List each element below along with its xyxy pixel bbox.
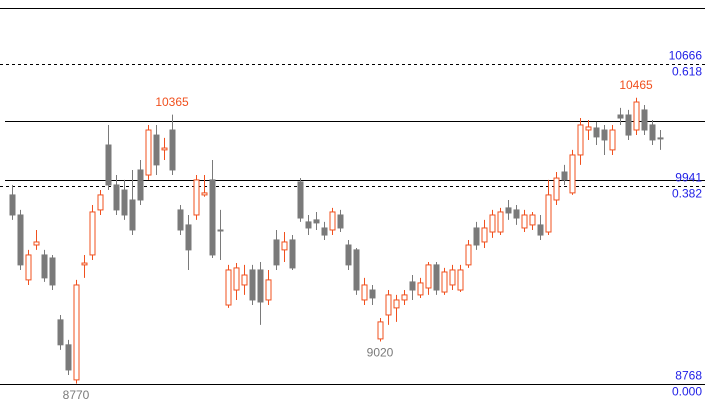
- candle-body: [313, 219, 320, 224]
- candle-body: [489, 214, 496, 233]
- candle-body: [569, 154, 576, 194]
- candle-body: [529, 214, 536, 226]
- candle-body: [441, 271, 448, 293]
- candle-body: [65, 344, 72, 371]
- candle-body: [9, 194, 16, 216]
- candle-body: [265, 279, 272, 301]
- candle-body: [241, 274, 248, 286]
- candle-body: [201, 192, 208, 196]
- candle-body: [417, 282, 424, 296]
- candle-body: [505, 207, 512, 214]
- candle-body: [41, 254, 48, 279]
- candle-body: [33, 241, 40, 246]
- candle-body: [537, 224, 544, 236]
- candle-body: [377, 321, 384, 340]
- fib-price: 8768: [675, 369, 702, 383]
- candle-body: [129, 199, 136, 231]
- candle-body: [297, 181, 304, 219]
- candle-body: [337, 214, 344, 229]
- candle-body: [225, 269, 232, 306]
- candle-body: [649, 124, 656, 141]
- candle-body: [593, 127, 600, 138]
- candle-body: [289, 239, 296, 269]
- candle-body: [641, 109, 648, 131]
- candle-body: [49, 257, 56, 286]
- candle-body: [257, 269, 264, 303]
- fib-price: 9941: [675, 171, 702, 185]
- candle-body: [633, 101, 640, 131]
- candle-body: [105, 144, 112, 186]
- candle-body: [81, 262, 88, 266]
- candle-body: [233, 267, 240, 291]
- candle-body: [497, 211, 504, 233]
- fib-price: 10666: [669, 49, 703, 63]
- candle-body: [609, 129, 616, 151]
- candle-body: [97, 194, 104, 211]
- candle-body: [281, 241, 288, 251]
- candle-body: [409, 281, 416, 291]
- candle-body: [601, 129, 608, 141]
- candle-body: [553, 177, 560, 201]
- candle-body: [625, 114, 632, 136]
- price-annotation: 10365: [155, 95, 189, 109]
- candle-body: [657, 137, 664, 140]
- candle-body: [585, 126, 592, 131]
- price-annotation: 8770: [63, 388, 90, 402]
- candle-body: [345, 244, 352, 266]
- candle-body: [401, 294, 408, 301]
- candle-body: [193, 179, 200, 216]
- candle-body: [153, 134, 160, 166]
- candle-body: [545, 194, 552, 233]
- candle-body: [273, 239, 280, 266]
- candle-body: [161, 147, 168, 151]
- candle-body: [89, 211, 96, 256]
- candle-body: [17, 214, 24, 266]
- candle-body: [121, 189, 128, 216]
- candle-body: [73, 284, 80, 381]
- candle-body: [217, 229, 224, 232]
- candle-body: [321, 227, 328, 236]
- fib-ratio: 0.000: [672, 385, 702, 399]
- candle-body: [457, 269, 464, 291]
- fib-ratio: 0.618: [672, 65, 702, 79]
- candle-body: [473, 227, 480, 246]
- candle-body: [521, 214, 528, 229]
- candle-body: [425, 264, 432, 289]
- candle-body: [449, 269, 456, 286]
- candle-body: [577, 124, 584, 156]
- candle-body: [185, 224, 192, 251]
- candle-body: [169, 129, 176, 171]
- candle-body: [353, 249, 360, 291]
- candle-body: [433, 264, 440, 291]
- candle-body: [137, 169, 144, 201]
- candle-body: [361, 284, 368, 301]
- candle-body: [209, 179, 216, 256]
- candle-body: [145, 129, 152, 176]
- candle-body: [113, 184, 120, 211]
- price-annotation: 9020: [367, 346, 394, 360]
- candle-body: [481, 227, 488, 243]
- fib-ratio: 0.382: [672, 187, 702, 201]
- candle-body: [25, 254, 32, 281]
- candle-body: [177, 209, 184, 231]
- candle-body: [385, 294, 392, 316]
- candle-body: [57, 319, 64, 346]
- candle-body: [393, 299, 400, 309]
- candle-body: [617, 114, 624, 119]
- candle-body: [369, 289, 376, 299]
- candle-body: [513, 209, 520, 219]
- candle-body: [305, 221, 312, 229]
- price-annotation: 10465: [619, 78, 653, 92]
- candle-body: [561, 171, 568, 181]
- candle-body: [249, 269, 256, 301]
- candle-body: [329, 211, 336, 231]
- candle-body: [465, 244, 472, 266]
